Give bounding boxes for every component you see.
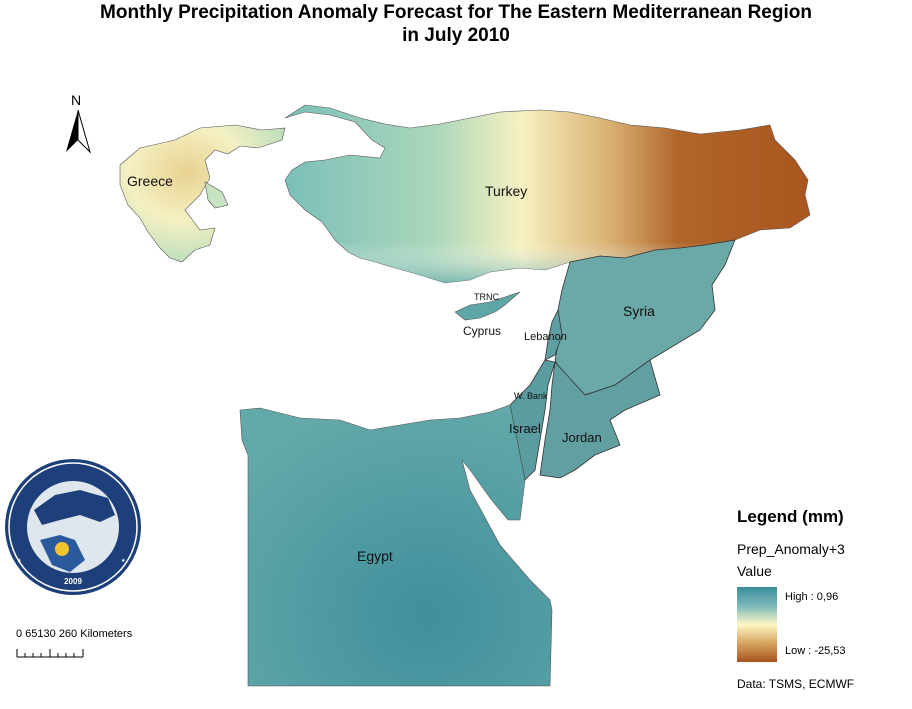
- map-title-line1: Monthly Precipitation Anomaly Forecast f…: [100, 2, 812, 23]
- cyprus-island: [454, 291, 521, 321]
- svg-text:★: ★: [121, 558, 126, 564]
- label-jordan: Jordan: [562, 430, 602, 445]
- label-trnc: TRNC: [474, 292, 499, 302]
- label-israel: Israel: [509, 421, 541, 436]
- label-turkey: Turkey: [485, 183, 527, 199]
- turkey-shade: [285, 180, 810, 283]
- legend-value-label: Value: [737, 563, 772, 579]
- label-west-bank: W. Bank: [514, 391, 548, 401]
- greece-peninsula: [204, 181, 229, 209]
- label-egypt: Egypt: [357, 548, 393, 564]
- map-title-line2: in July 2010: [402, 25, 510, 46]
- scale-bar: [16, 649, 84, 658]
- legend-low-label: Low : -25,53: [785, 645, 846, 657]
- logo-year: 2009: [64, 577, 82, 586]
- jordan-region: [539, 359, 661, 479]
- north-label: N: [71, 92, 82, 108]
- data-credit: Data: TSMS, ECMWF: [737, 677, 855, 691]
- legend-layer-name: Prep_Anomaly+3: [737, 541, 845, 557]
- egypt-region: [239, 404, 553, 687]
- legend-high-label: High : 0,96: [785, 591, 839, 603]
- scale-bar-labels: 0 65130 260 Kilometers: [16, 628, 133, 640]
- label-greece: Greece: [127, 173, 173, 189]
- svg-text:★: ★: [17, 558, 22, 564]
- label-cyprus: Cyprus: [463, 324, 501, 338]
- label-lebanon: Lebanon: [524, 331, 567, 343]
- israel-region: [509, 359, 556, 481]
- label-syria: Syria: [623, 303, 655, 319]
- north-arrow-icon: [66, 109, 92, 154]
- emcc-logo: ★ ★ 2009: [5, 459, 141, 595]
- legend-title: Legend (mm): [737, 507, 844, 526]
- legend-color-ramp: [737, 587, 777, 662]
- greece-region: [119, 124, 286, 263]
